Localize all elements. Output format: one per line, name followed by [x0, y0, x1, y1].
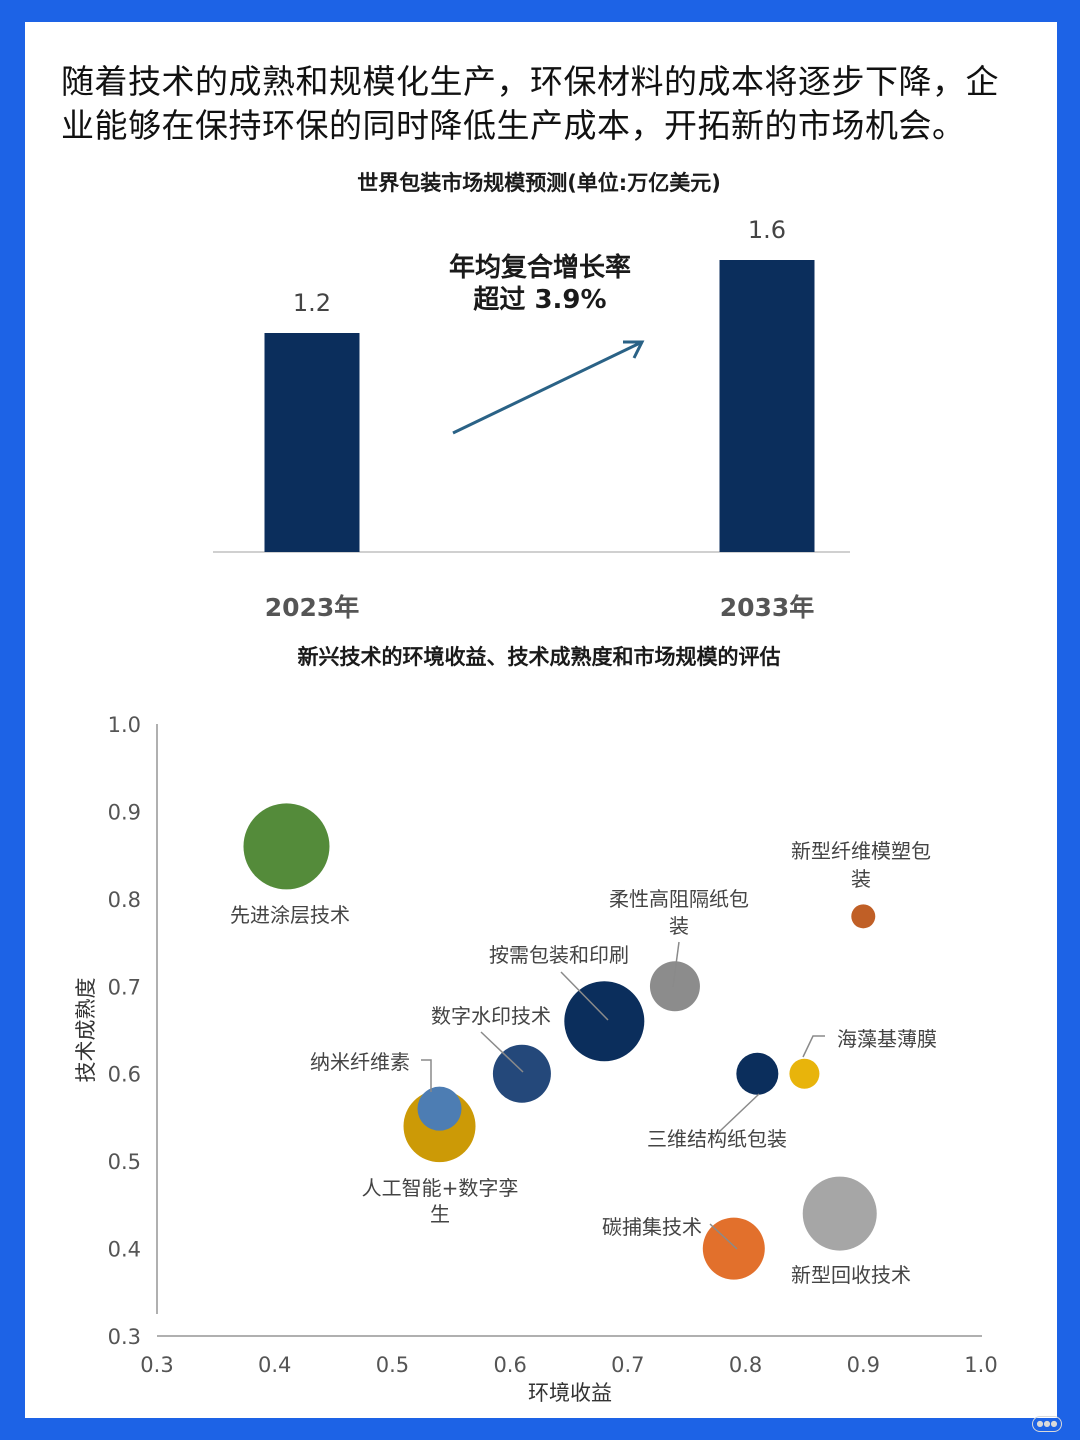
y-tick-label: 1.0	[108, 713, 141, 737]
bubble-label: 数字水印技术	[431, 1004, 551, 1028]
bubble-海藻基薄膜	[789, 1058, 820, 1089]
bar-chart-title: 世界包装市场规模预测(单位:万亿美元)	[357, 171, 721, 195]
bubble-碳捕集技术	[702, 1217, 765, 1280]
y-tick-label: 0.8	[108, 888, 141, 912]
bar-category-label: 2023年	[265, 593, 360, 622]
bubble-label: 按需包装和印刷	[489, 943, 629, 967]
bubble-新型回收技术	[802, 1176, 877, 1251]
leader-line	[718, 1093, 760, 1133]
bubble-纳米纤维素	[417, 1086, 462, 1131]
bubble-label: 碳捕集技术	[602, 1215, 702, 1239]
y-tick-label: 0.7	[108, 975, 141, 999]
leader-line	[480, 1031, 524, 1073]
x-tick-label: 0.4	[258, 1353, 291, 1377]
bubble-label: 三维结构纸包装	[647, 1127, 787, 1151]
x-axis-label: 环境收益	[528, 1381, 612, 1405]
bubble-label: 人工智能+数字孪生	[362, 1176, 519, 1226]
leader-line	[709, 1223, 738, 1250]
content-card: 随着技术的成熟和规模化生产，环保材料的成本将逐步下降，企业能够在保持环保的同时降…	[25, 22, 1057, 1418]
x-tick-label: 0.5	[376, 1353, 409, 1377]
y-axis-label: 技术成熟度	[74, 978, 98, 1083]
growth-arrow	[452, 341, 641, 435]
cagr-annotation-line2: 超过 3.9%	[473, 285, 606, 315]
x-tick-label: 0.7	[611, 1353, 644, 1377]
y-tick-label: 0.5	[108, 1150, 141, 1174]
bubble-label: 海藻基薄膜	[837, 1027, 937, 1051]
bar-value-label: 1.2	[293, 289, 331, 317]
bar-category-label: 2033年	[720, 593, 815, 622]
bubble-label: 柔性高阻隔纸包装	[609, 887, 749, 938]
watermark: ●●●	[1032, 1416, 1062, 1432]
bubble-先进涂层技术	[243, 803, 330, 890]
x-tick-label: 1.0	[964, 1353, 997, 1377]
leader-line	[421, 1059, 432, 1092]
x-tick-label: 0.3	[140, 1353, 173, 1377]
bubble-label: 先进涂层技术	[230, 903, 350, 927]
bubble-新型纤维模塑包装	[851, 904, 876, 929]
bubble-按需包装和印刷	[564, 981, 645, 1062]
bubble-chart-title: 新兴技术的环境收益、技术成熟度和市场规模的评估	[298, 645, 781, 669]
y-tick-label: 0.3	[108, 1325, 141, 1349]
intro-text: 随着技术的成熟和规模化生产，环保材料的成本将逐步下降，企业能够在保持环保的同时降…	[61, 62, 999, 145]
bubble-柔性高阻隔纸包装	[649, 961, 700, 1012]
y-tick-label: 0.6	[108, 1063, 141, 1087]
bubble-label: 纳米纤维素	[310, 1050, 410, 1074]
leader-line	[560, 971, 609, 1021]
growth-arrowhead	[623, 340, 645, 359]
bar-2023年	[264, 333, 360, 552]
tech-assessment-bubble-chart: 新兴技术的环境收益、技术成熟度和市场规模的评估 0.3 0.4 0.5 0.6 0.7 0…	[74, 645, 998, 1405]
bubble-数字水印技术	[492, 1044, 551, 1103]
y-tick-label: 0.9	[108, 800, 141, 824]
bar-2033年	[719, 260, 815, 552]
bubble-label: 新型回收技术	[791, 1263, 911, 1287]
y-tick-label: 0.4	[108, 1238, 141, 1262]
leader-line	[672, 941, 680, 988]
cagr-annotation-line1: 年均复合增长率	[449, 252, 631, 283]
x-tick-label: 0.6	[493, 1353, 526, 1377]
bubble-label: 新型纤维模塑包装	[791, 839, 931, 891]
x-tick-label: 0.9	[847, 1353, 880, 1377]
bar-value-label: 1.6	[748, 216, 786, 244]
leader-line	[802, 1035, 825, 1058]
bubble-三维结构纸包装	[736, 1052, 779, 1095]
market-size-bar-chart: 世界包装市场规模预测(单位:万亿美元) 1.2 1.6 2023年 2033年 年均…	[213, 171, 850, 622]
x-tick-label: 0.8	[729, 1353, 762, 1377]
